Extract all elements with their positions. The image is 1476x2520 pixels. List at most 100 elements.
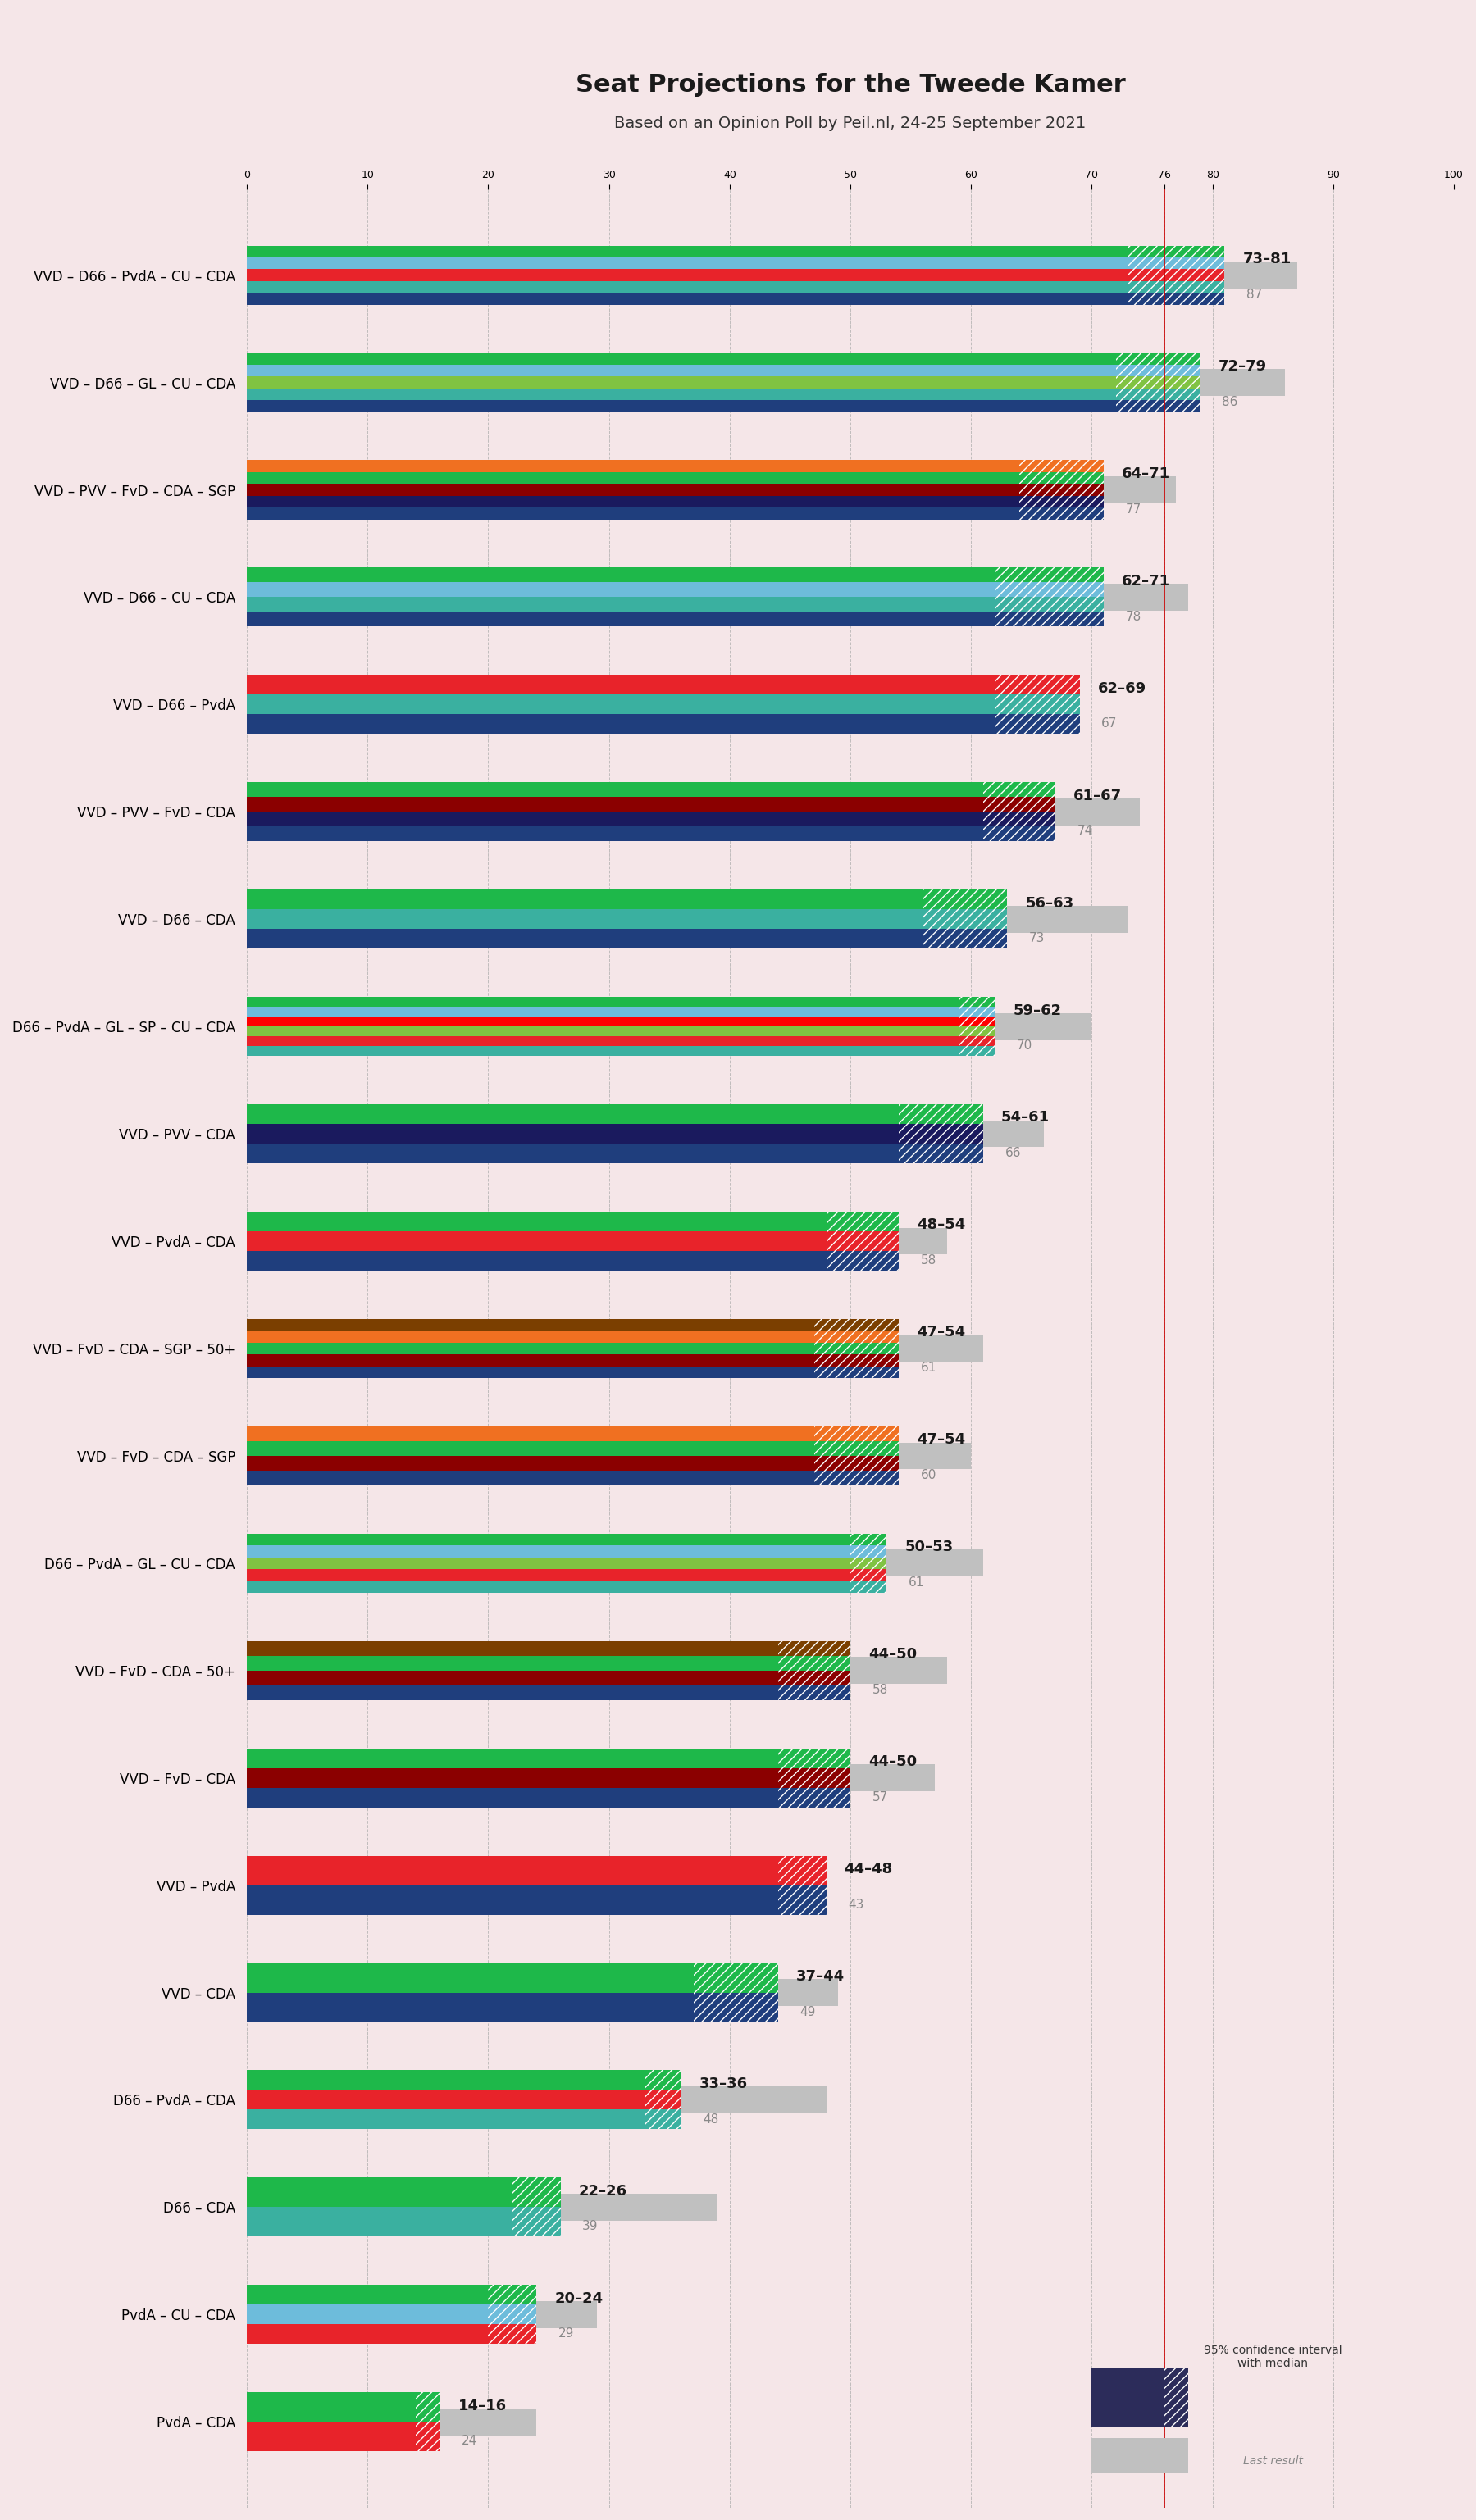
Bar bbox=[246, 1550, 983, 1578]
Bar bbox=[246, 1016, 977, 1026]
Bar bbox=[694, 1993, 778, 2021]
Text: 57: 57 bbox=[872, 1792, 889, 1804]
Text: 44–48: 44–48 bbox=[844, 1862, 893, 1877]
Bar bbox=[246, 1104, 940, 1124]
Bar bbox=[246, 690, 1055, 718]
Bar bbox=[815, 1331, 899, 1343]
Bar bbox=[850, 1580, 887, 1593]
Bar bbox=[778, 1855, 827, 1885]
Bar bbox=[246, 2208, 537, 2238]
Bar bbox=[246, 1121, 1044, 1147]
Bar bbox=[1128, 292, 1225, 305]
Bar bbox=[827, 1250, 899, 1270]
Bar bbox=[778, 1769, 850, 1787]
Text: 60: 60 bbox=[921, 1469, 936, 1482]
Text: 78: 78 bbox=[1126, 610, 1141, 622]
Bar bbox=[246, 368, 1286, 396]
Bar bbox=[246, 353, 1159, 365]
Bar bbox=[922, 890, 1007, 910]
Bar bbox=[645, 2109, 682, 2129]
Bar bbox=[246, 375, 1159, 388]
Text: 33–36: 33–36 bbox=[700, 2076, 748, 2092]
Bar bbox=[246, 1749, 815, 1769]
Bar bbox=[246, 811, 1020, 827]
Bar bbox=[246, 1366, 856, 1378]
Text: 73: 73 bbox=[1029, 932, 1045, 945]
Bar bbox=[246, 998, 977, 1008]
Bar bbox=[1116, 388, 1200, 401]
Bar bbox=[1020, 507, 1104, 519]
Bar bbox=[246, 270, 1176, 282]
Bar bbox=[246, 1441, 971, 1469]
Bar bbox=[815, 1318, 899, 1331]
Text: 95% confidence interval
with median: 95% confidence interval with median bbox=[1204, 2344, 1342, 2369]
Bar bbox=[246, 2301, 596, 2328]
Bar bbox=[246, 401, 1159, 411]
Bar bbox=[1116, 353, 1200, 365]
Text: 87: 87 bbox=[1246, 287, 1262, 300]
Bar bbox=[489, 2306, 537, 2323]
Bar bbox=[1020, 484, 1104, 496]
Bar bbox=[1116, 375, 1200, 388]
Bar bbox=[778, 1749, 850, 1769]
Bar bbox=[246, 1993, 735, 2021]
Text: 58: 58 bbox=[921, 1255, 936, 1268]
Bar bbox=[1116, 365, 1200, 375]
Text: 29: 29 bbox=[558, 2328, 574, 2341]
Text: 48–54: 48–54 bbox=[917, 1217, 965, 1232]
Bar bbox=[995, 675, 1080, 696]
Bar bbox=[246, 1336, 983, 1361]
Bar bbox=[246, 1013, 1092, 1041]
Bar bbox=[246, 2323, 512, 2344]
Text: 14–16: 14–16 bbox=[458, 2399, 506, 2414]
Text: 39: 39 bbox=[583, 2220, 598, 2233]
Bar bbox=[899, 1144, 983, 1164]
Bar bbox=[778, 1686, 850, 1701]
Bar bbox=[645, 2071, 682, 2089]
Bar bbox=[489, 2286, 537, 2306]
Text: 44–50: 44–50 bbox=[868, 1754, 917, 1769]
Bar bbox=[246, 1008, 977, 1016]
Bar bbox=[899, 1104, 983, 1124]
Bar bbox=[922, 910, 1007, 930]
Bar bbox=[1165, 2369, 1188, 2427]
Bar bbox=[995, 713, 1080, 733]
Bar bbox=[246, 365, 1159, 375]
Bar bbox=[246, 1124, 940, 1144]
Bar bbox=[1092, 2369, 1188, 2427]
Bar bbox=[959, 1036, 995, 1046]
Bar bbox=[815, 1343, 899, 1353]
Text: 58: 58 bbox=[872, 1683, 889, 1696]
Text: 61: 61 bbox=[921, 1361, 936, 1373]
Bar bbox=[246, 1656, 815, 1671]
Bar bbox=[512, 2177, 561, 2208]
Bar bbox=[850, 1535, 887, 1545]
Bar bbox=[246, 2422, 428, 2452]
Bar bbox=[246, 827, 1020, 842]
Text: 86: 86 bbox=[1222, 396, 1238, 408]
Text: 24: 24 bbox=[462, 2434, 477, 2447]
Bar bbox=[1020, 461, 1104, 471]
Bar bbox=[246, 292, 1176, 305]
Bar bbox=[246, 582, 1049, 597]
Bar bbox=[1020, 471, 1104, 484]
Bar bbox=[899, 1124, 983, 1144]
Bar bbox=[246, 905, 1128, 932]
Bar bbox=[246, 1353, 856, 1366]
Bar bbox=[983, 827, 1055, 842]
Bar bbox=[246, 1426, 856, 1441]
Bar bbox=[1092, 2439, 1188, 2472]
Bar bbox=[246, 1343, 856, 1353]
Bar bbox=[246, 1441, 856, 1457]
Bar bbox=[778, 1671, 850, 1686]
Bar bbox=[246, 713, 1038, 733]
Bar bbox=[815, 1366, 899, 1378]
Bar bbox=[778, 1885, 827, 1915]
Bar bbox=[246, 585, 1188, 610]
Bar bbox=[815, 1472, 899, 1484]
Text: 66: 66 bbox=[1005, 1147, 1021, 1159]
Bar bbox=[246, 1457, 856, 1472]
Bar bbox=[1128, 244, 1225, 257]
Text: 62–71: 62–71 bbox=[1122, 575, 1170, 590]
Text: 59–62: 59–62 bbox=[1014, 1003, 1061, 1018]
